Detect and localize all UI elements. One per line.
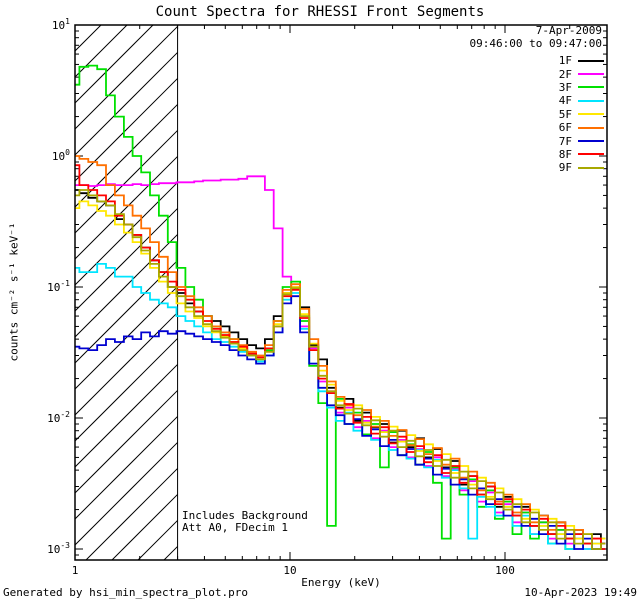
legend-label: 2F [558,67,572,81]
legend-item-2F: 2F [558,67,604,81]
y-tick-label: 10-1 [47,279,70,294]
x-tick-label: 1 [72,564,79,577]
legend-swatch [578,126,604,129]
observation-date: 7-Apr-2009 [535,24,602,37]
y-tick-label: 100 [52,148,70,163]
series-lines [75,64,606,550]
background-note: Includes Background [182,509,308,522]
legend-item-6F: 6F [559,121,604,134]
series-6F [75,155,606,545]
x-tick-label: 10 [283,564,296,577]
legend-label: 3F [558,80,572,94]
x-axis-label: Energy (keV) [301,576,381,589]
series-7F [75,295,606,550]
legend-label: 6F [558,121,572,135]
attenuator-note: Att A0, FDecim 1 [182,521,288,534]
legend-label: 4F [558,94,572,108]
series-1F [75,189,606,545]
legend-swatch [578,153,604,156]
legend-swatch [578,166,604,169]
legend-item-8F: 8F [559,148,604,161]
legend-swatch [578,140,604,143]
series-9F [75,189,606,550]
generation-timestamp: 10-Apr-2023 19:49 [524,586,637,599]
legend-swatch [578,73,604,76]
legend-label: 8F [558,147,572,161]
legend-swatch [578,113,604,116]
legend-swatch [578,59,604,62]
legend-item-3F: 3F [559,81,604,94]
observation-time-range: 09:46:00 to 09:47:00 [469,37,602,50]
x-tick-label: 100 [495,564,515,577]
hatch-pattern [75,25,178,560]
plot-frame [74,24,608,561]
series-5F [75,200,606,545]
y-tick-label: 10-3 [47,541,70,556]
y-tick-label: 10-2 [47,410,70,425]
y-axis-label: counts cm⁻² s⁻¹ keV⁻¹ [7,222,21,362]
series-8F [75,164,606,550]
legend-item-9F: 9F [559,161,604,174]
generator-credit: Generated by hsi_min_spectra_plot.pro [3,586,249,599]
legend-item-1F: 1F [559,54,604,67]
legend-swatch [578,86,604,89]
legend-label: 1F [558,54,572,68]
legend-item-7F: 7F [558,134,604,148]
legend-item-4F: 4F [559,94,604,107]
legend: 1F 2F 3F 4F 5F 6F 7F 8F 9F [559,54,604,175]
legend-label: 5F [558,107,572,121]
chart-title: Count Spectra for RHESSI Front Segments [155,4,485,20]
legend-label: 7F [558,134,572,148]
series-3F [75,64,606,550]
axis-ticks [74,24,607,560]
series-2F [75,175,606,550]
legend-swatch [578,99,604,102]
legend-item-5F: 5F [559,108,604,121]
legend-label: 9F [558,161,572,175]
